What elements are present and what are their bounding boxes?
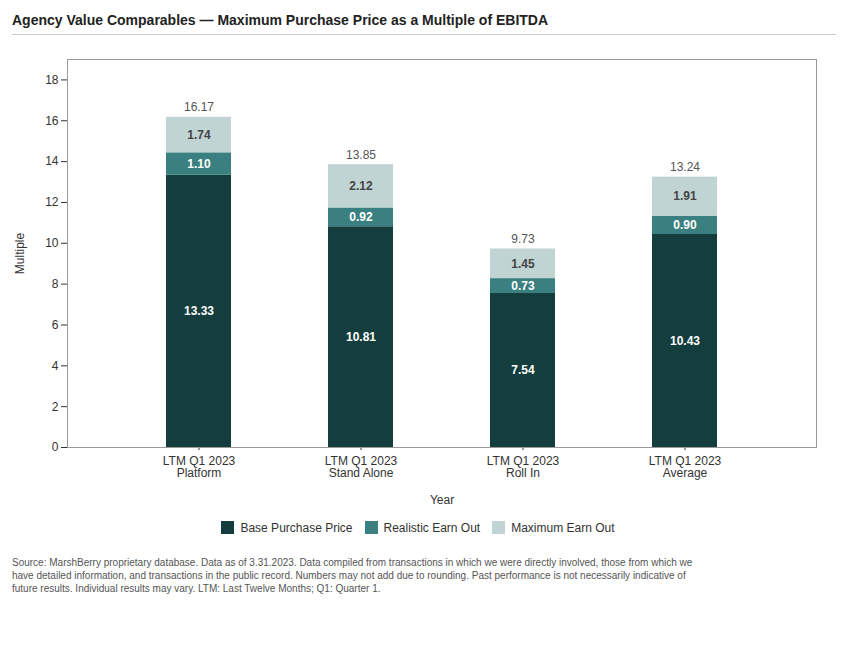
svg-text:10.81: 10.81	[346, 330, 376, 344]
svg-text:18: 18	[45, 73, 59, 87]
svg-text:1.74: 1.74	[187, 128, 211, 142]
svg-text:0.90: 0.90	[673, 218, 697, 232]
svg-text:12: 12	[45, 195, 59, 209]
svg-text:1.45: 1.45	[511, 257, 535, 271]
svg-text:16: 16	[45, 114, 59, 128]
svg-text:LTM Q1 2023Average: LTM Q1 2023Average	[649, 454, 722, 480]
svg-text:2.12: 2.12	[349, 179, 373, 193]
html-text:Realistic Earn Out: Realistic Earn Out	[383, 520, 481, 535]
svg-text:13.33: 13.33	[184, 304, 214, 318]
svg-text:Year: Year	[430, 493, 454, 507]
svg-text:0.92: 0.92	[349, 210, 373, 224]
svg-text:10: 10	[45, 236, 59, 250]
svg-text:7.54: 7.54	[511, 363, 535, 377]
svg-text:2: 2	[52, 399, 59, 413]
svg-text:10.43: 10.43	[670, 334, 700, 348]
svg-text:LTM Q1 2023Roll In: LTM Q1 2023Roll In	[487, 454, 560, 480]
html-text:Base Purchase Price: Base Purchase Price	[240, 520, 353, 535]
svg-text:6: 6	[52, 318, 59, 332]
svg-text:13.24: 13.24	[670, 160, 700, 174]
svg-text:LTM Q1 2023Stand Alone: LTM Q1 2023Stand Alone	[325, 454, 398, 480]
svg-text:8: 8	[52, 277, 59, 291]
svg-text:0.73: 0.73	[511, 279, 535, 293]
svg-text:LTM Q1 2023Platform: LTM Q1 2023Platform	[163, 454, 236, 480]
svg-text:1.10: 1.10	[187, 157, 211, 171]
svg-text:1.91: 1.91	[673, 189, 697, 203]
svg-text:4: 4	[52, 359, 59, 373]
svg-text:13.85: 13.85	[346, 148, 376, 162]
html-text:Agency Value Comparables — Max: Agency Value Comparables — Maximum Purch…	[12, 12, 549, 28]
svg-text:0: 0	[52, 440, 59, 454]
svg-text:Multiple: Multiple	[13, 233, 27, 275]
svg-text:14: 14	[45, 154, 59, 168]
svg-text:9.73: 9.73	[511, 232, 535, 246]
html-text:Maximum Earn Out: Maximum Earn Out	[511, 520, 615, 535]
svg-text:16.17: 16.17	[184, 100, 214, 114]
html-text:Source: MarshBerry proprietary: Source: MarshBerry proprietary database.…	[12, 557, 693, 594]
